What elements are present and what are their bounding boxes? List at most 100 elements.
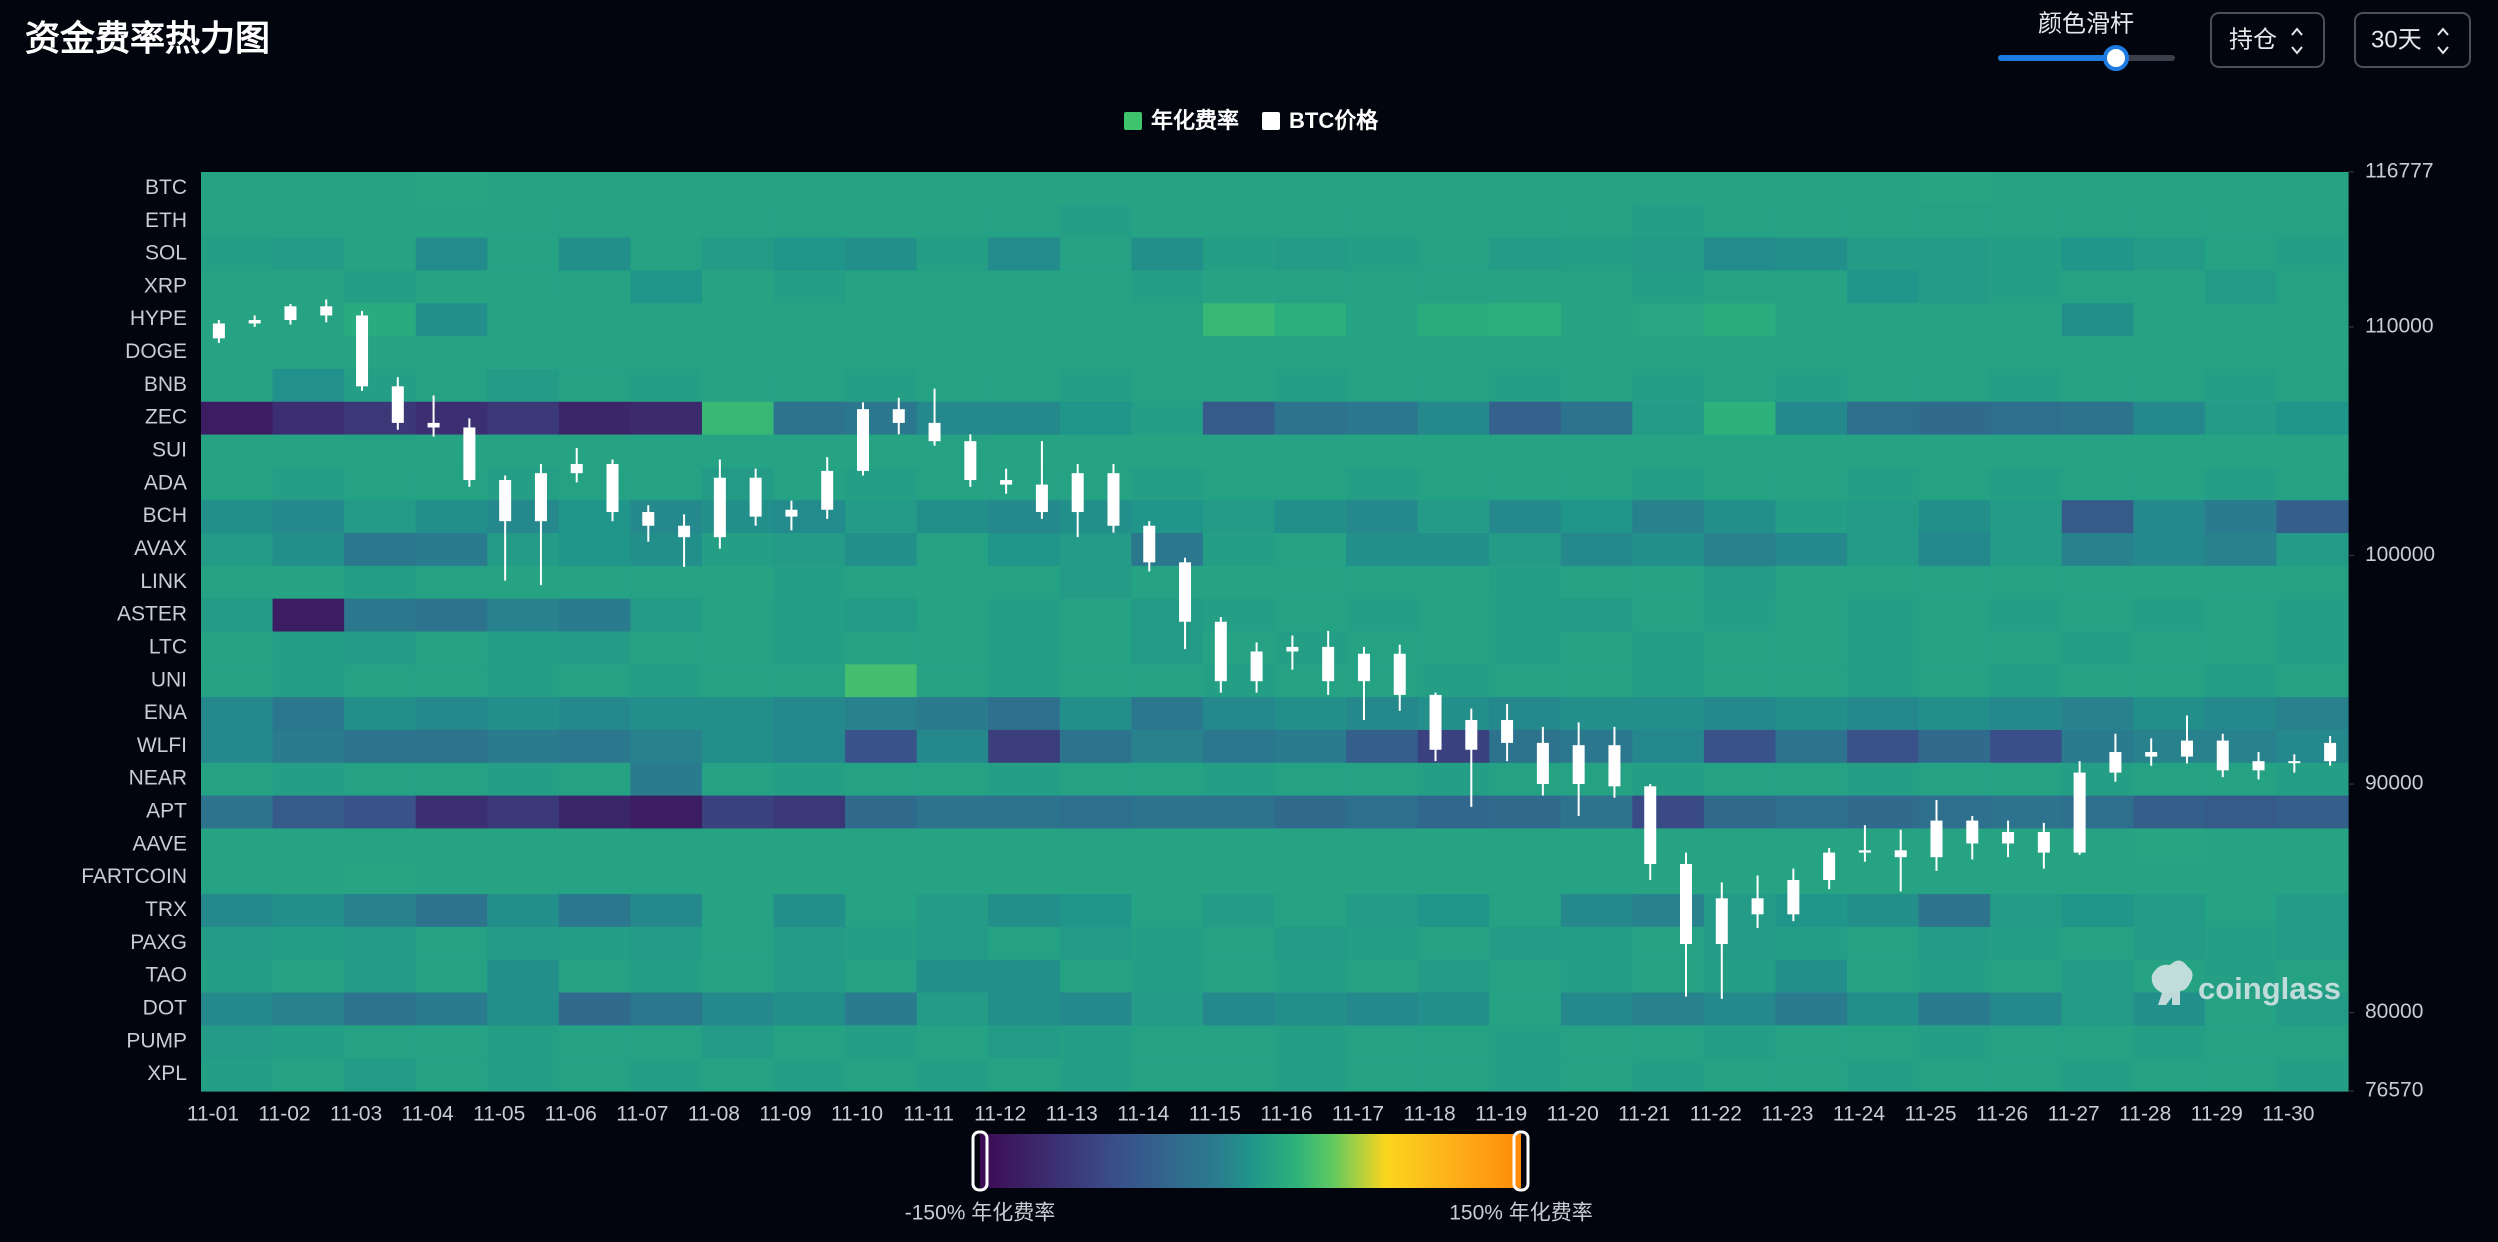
candle-body (892, 409, 905, 423)
heat-cell (558, 401, 631, 436)
legend-swatch[interactable] (1124, 112, 1142, 130)
heat-cell (916, 368, 989, 403)
heat-cell (1059, 664, 1132, 698)
heat-cell (1489, 270, 1562, 304)
period-select[interactable]: 30天 (2354, 12, 2471, 68)
select-box[interactable] (2210, 12, 2325, 68)
heat-cell (1918, 565, 1991, 600)
heat-cell (773, 434, 846, 468)
heat-cell (1847, 172, 1920, 206)
heat-cell (2061, 598, 2134, 633)
heat-cell (1274, 401, 1347, 436)
heat-cell (988, 303, 1061, 337)
heat-cell (1632, 729, 1705, 764)
candle-body (2252, 761, 2265, 771)
heat-cell (344, 861, 417, 895)
color-slider[interactable]: 颜色滑杆 (1998, 10, 2175, 71)
heat-cell (558, 697, 631, 731)
heat-cell (1346, 631, 1419, 665)
heat-cell (558, 992, 631, 1026)
x-tick-label: 11-21 (1618, 1103, 1670, 1126)
select-box[interactable] (2354, 12, 2471, 68)
heat-cell (1703, 926, 1777, 961)
x-tick-label: 11-05 (473, 1103, 525, 1126)
heat-cell (1775, 565, 1848, 600)
heat-cell (845, 664, 918, 698)
heat-cell (487, 204, 560, 239)
heat-cell (415, 729, 488, 764)
legend-swatch[interactable] (1262, 112, 1280, 130)
heat-cell (1703, 828, 1777, 862)
heat-cell (1489, 795, 1562, 830)
heat-cell (1274, 729, 1347, 764)
candle-body (1143, 525, 1156, 563)
heat-cell (1990, 500, 2063, 534)
heat-cell (1990, 861, 2063, 895)
heat-cell (1131, 926, 1204, 961)
heat-cell (1202, 861, 1276, 895)
row-label: UNI (151, 668, 187, 691)
heat-cell (1632, 204, 1705, 239)
heat-cell (988, 631, 1061, 665)
heat-cell (988, 828, 1061, 862)
slider-handle[interactable] (2103, 45, 2129, 71)
heat-cell (1059, 270, 1132, 304)
row-label: PAXG (130, 931, 187, 954)
heat-cell (988, 598, 1061, 633)
heat-cell (701, 565, 775, 600)
y2-tick-label: 80000 (2365, 1000, 2423, 1023)
heat-cell (630, 237, 703, 272)
heat-cell (2061, 172, 2134, 206)
heat-cell (1346, 368, 1419, 403)
candle-body (1357, 653, 1370, 682)
heat-cell (2061, 1025, 2134, 1059)
heat-cell (1274, 303, 1347, 337)
colorbar-handle[interactable] (1512, 1130, 1530, 1192)
heat-cell (1703, 467, 1777, 501)
candle-body (2037, 832, 2050, 853)
heat-cell (272, 664, 345, 698)
x-tick-label: 11-16 (1260, 1103, 1312, 1126)
position-select[interactable]: 持仓 (2210, 12, 2325, 68)
heat-cell (1847, 368, 1920, 403)
x-tick-label: 11-24 (1833, 1103, 1885, 1126)
heat-cell (2133, 894, 2206, 928)
heat-cell (773, 926, 846, 961)
heat-cell (701, 992, 775, 1026)
heat-cell (201, 697, 274, 731)
heat-cell (988, 729, 1061, 764)
heat-cell (701, 762, 775, 797)
heat-cell (1847, 762, 1920, 797)
candle-body (320, 306, 333, 316)
heat-cell (201, 631, 274, 665)
heat-cell (2133, 533, 2206, 567)
heat-cell (558, 729, 631, 764)
heat-cell (415, 959, 488, 994)
heat-cell (630, 631, 703, 665)
heat-cell (1632, 762, 1705, 797)
heat-cell (1847, 926, 1920, 961)
heat-cell (558, 270, 631, 304)
heat-cell (1059, 795, 1132, 830)
heat-cell (1703, 1025, 1777, 1059)
heat-cell (1274, 1058, 1347, 1092)
heat-cell (916, 237, 989, 272)
heat-cell (845, 828, 918, 862)
heat-cell (845, 303, 918, 337)
heat-cell (1489, 697, 1562, 731)
heat-cell (1632, 1025, 1705, 1059)
heat-cell (773, 795, 846, 830)
heat-cell (558, 1025, 631, 1059)
heat-cell (487, 565, 560, 600)
heat-cell (344, 762, 417, 797)
heat-cell (2133, 368, 2206, 403)
colorbar-handle[interactable] (971, 1130, 989, 1192)
heat-cell (201, 401, 274, 436)
heat-cell (630, 992, 703, 1026)
heat-cell (1202, 894, 1276, 928)
heat-cell (344, 959, 417, 994)
heat-cell (1918, 336, 1991, 370)
heat-cell (1131, 598, 1204, 633)
heat-cell (1918, 368, 1991, 403)
heat-cell (2276, 992, 2349, 1026)
